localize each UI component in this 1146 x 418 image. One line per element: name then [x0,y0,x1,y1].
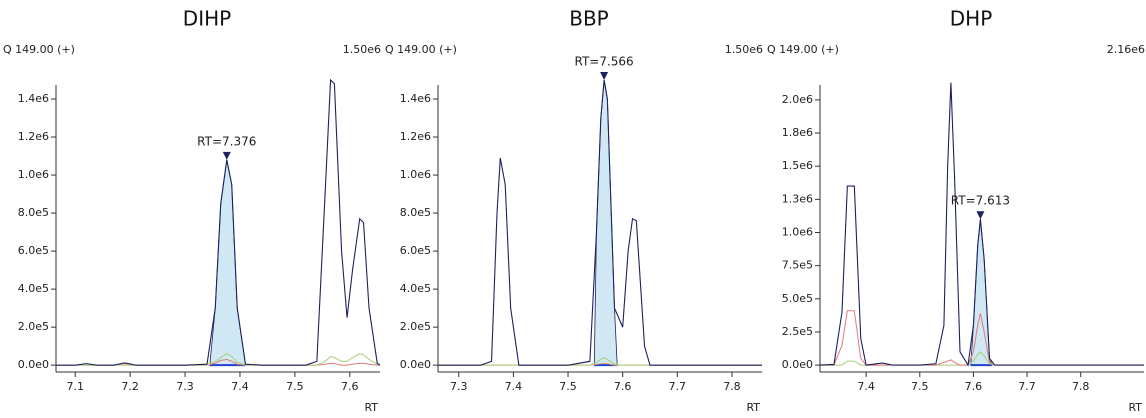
peak-marker [222,151,231,160]
x-tick-label: 7.5 [559,380,577,393]
x-tick-label: 7.7 [669,380,687,393]
x-axis-label: RT [364,401,378,414]
y-tick-label: 1.0e6 [18,168,49,181]
trace-header: Q 149.00 (+) [3,43,75,56]
trace-line [438,79,762,366]
peak-marker [600,72,609,80]
x-tick-label: 7.5 [286,380,304,393]
y-tick-label: 1.2e6 [18,130,49,143]
y-tick-label: 6.0e5 [400,244,431,257]
x-tick-label: 7.6 [965,380,983,393]
y-tick-label: 5.0e5 [782,292,813,305]
panel: BBP Q 149.00 (+) 1.50e6 RT 0.0e0 2.0e5 4.0e5 6.… [385,7,763,415]
x-tick-label: 7.4 [857,380,875,393]
y-tick-label: 1.4e6 [400,92,431,105]
trace-header: Q 149.00 (+) [767,43,839,56]
trace-line [820,310,1144,366]
x-axis-label: RT [1128,401,1142,414]
x-tick-label: 7.6 [614,380,632,393]
x-tick-label: 7.7 [1018,380,1036,393]
panel-title: DHP [950,7,993,31]
panel-title: BBP [569,7,609,31]
peak-area [593,79,618,366]
x-tick-label: 7.2 [121,380,139,393]
y-tick-label: 0.0e0 [18,358,49,371]
peak-label: RT=7.566 [574,55,633,69]
y-tick-label: 2.0e5 [400,320,431,333]
x-tick-label: 7.8 [1072,380,1090,393]
y-tick-label: 2.0e6 [782,93,813,106]
y-tick-label: 1.4e6 [18,92,49,105]
x-tick-label: 7.4 [231,380,249,393]
trace-line [56,78,381,366]
y-tick-label: 2.5e5 [782,325,813,338]
x-tick-label: 7.8 [723,380,741,393]
x-tick-label: 7.6 [341,380,359,393]
panel: DIHP Q 149.00 (+) 1.50e6 RT 0.0e0 2.0e5 4.0e5 6… [3,7,381,415]
trace-header: Q 149.00 (+) [385,43,457,56]
y-tick-label: 7.5e5 [782,259,813,272]
y-tick-label: 1.5e6 [782,159,813,172]
x-tick-label: 7.3 [176,380,194,393]
y-tick-label: 1.8e6 [782,126,813,139]
y-tick-label: 1.2e6 [400,130,431,143]
peak-area [209,159,246,366]
panel: DHP Q 149.00 (+) 2.16e6 RT 0.0e0 2.5e5 5.0e5 7.… [767,7,1145,415]
y-tick-label: 4.0e5 [18,282,49,295]
y-tick-label: 4.0e5 [400,282,431,295]
peak-label: RT=7.376 [197,134,256,148]
trace-line [438,356,762,366]
trace-line [820,351,1144,366]
y-tick-label: 8.0e5 [18,206,49,219]
scale-label: 2.16e6 [1107,43,1145,56]
x-tick-label: 7.1 [66,380,84,393]
y-tick-label: 0.0e0 [782,358,813,371]
trace-line [56,353,381,366]
trace-line [819,82,1144,367]
x-tick-label: 7.4 [505,380,523,393]
peak-label: RT=7.613 [951,194,1010,208]
peak-marker [976,211,985,220]
scale-label: 1.50e6 [725,43,763,56]
y-tick-label: 8.0e5 [400,206,431,219]
panel-title: DIHP [183,7,231,31]
scale-label: 1.50e6 [343,43,381,56]
y-tick-label: 1.0e6 [782,225,813,238]
x-axis-label: RT [746,401,760,414]
y-tick-label: 1.0e6 [400,168,431,181]
x-tick-label: 7.3 [450,380,468,393]
y-tick-label: 6.0e5 [18,244,49,257]
x-tick-label: 7.5 [911,380,929,393]
y-tick-label: 0.0e0 [400,358,431,371]
y-tick-label: 2.0e5 [18,320,49,333]
y-tick-label: 1.3e6 [782,192,813,205]
